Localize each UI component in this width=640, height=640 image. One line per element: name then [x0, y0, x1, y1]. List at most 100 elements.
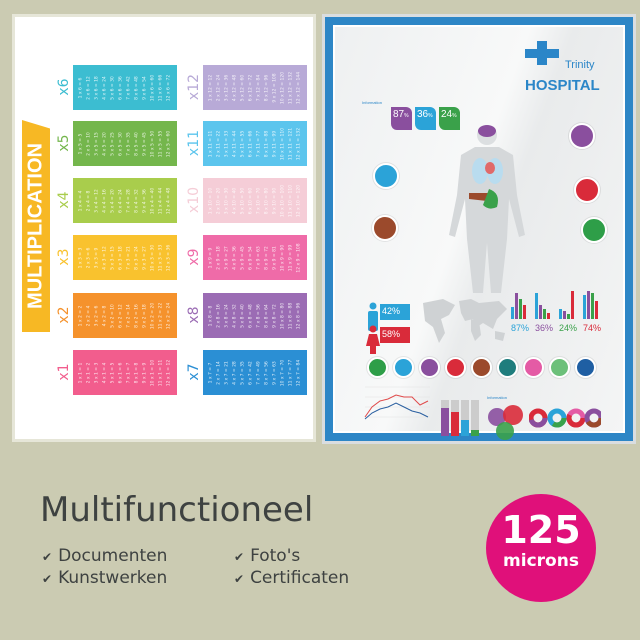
stat-box: 36% — [415, 107, 436, 130]
table-line: 9 x 7 = 63 — [271, 360, 277, 385]
table-line: 12 x 2 = 24 — [165, 302, 171, 329]
table-line: 12 x 1 = 12 — [165, 359, 171, 386]
table-line: 11 x 1 = 11 — [157, 359, 163, 386]
table-line: 2 x 9 = 18 — [215, 245, 221, 270]
table-line: 7 x 12 = 84 — [255, 74, 261, 101]
table-line: 9 x 9 = 81 — [271, 245, 277, 270]
table-line: 5 x 12 = 60 — [239, 74, 245, 101]
table-line: 9 x 3 = 27 — [141, 245, 147, 270]
badge-unit: microns — [503, 551, 579, 571]
table-line: 6 x 1 = 6 — [117, 362, 123, 383]
heart-icon — [523, 357, 544, 378]
table-line: 2 x 12 = 24 — [215, 74, 221, 101]
table-line: 9 x 11 = 99 — [271, 130, 277, 157]
table-line: 12 x 4 = 48 — [165, 187, 171, 214]
world-map — [423, 299, 507, 343]
table-line: 5 x 1 = 5 — [109, 362, 115, 383]
table-line: 11 x 11 = 121 — [287, 127, 293, 160]
table-line: 3 x 8 = 24 — [223, 303, 229, 328]
table-line: 11 x 9 = 99 — [287, 244, 293, 271]
table-line: 7 x 6 = 42 — [125, 75, 131, 100]
table-line: 6 x 4 = 24 — [117, 188, 123, 213]
bar-group: 36% — [535, 289, 555, 333]
table-line: 5 x 2 = 10 — [109, 303, 115, 328]
bar-percentage: 87% — [511, 323, 530, 333]
table-line: 11 x 8 = 88 — [287, 302, 293, 329]
bar — [511, 307, 514, 319]
table-line: 3 x 4 = 12 — [93, 188, 99, 213]
lungs-icon — [393, 357, 414, 378]
table-line: 3 x 9 = 27 — [223, 245, 229, 270]
bar-percentage: 74% — [583, 323, 602, 333]
table-line: 1 x 5 = 5 — [77, 133, 83, 154]
table-line: 4 x 10 = 40 — [231, 187, 237, 214]
female-percentage: 58% — [380, 327, 410, 343]
table-line: 4 x 11 = 44 — [231, 130, 237, 157]
table-line: 5 x 4 = 20 — [109, 188, 115, 213]
table-line: 2 x 6 = 12 — [85, 75, 91, 100]
bar — [535, 293, 538, 319]
table-line: 10 x 9 = 90 — [279, 244, 285, 271]
table-label: x3 — [56, 248, 72, 266]
table-line: 6 x 7 = 42 — [247, 360, 253, 385]
stomach-icon — [367, 357, 388, 378]
table-line: 8 x 5 = 40 — [133, 131, 139, 156]
brand-main: HOSPITAL — [525, 77, 600, 94]
heart-organ-icon — [445, 357, 466, 378]
stat-value: 36 — [417, 109, 429, 120]
table-line: 3 x 7 = 21 — [223, 360, 229, 385]
table-label: x9 — [186, 248, 202, 266]
table-line: 1 x 6 = 6 — [77, 77, 83, 98]
table-line: 2 x 8 = 16 — [215, 303, 221, 328]
table-line: 6 x 10 = 60 — [247, 187, 253, 214]
bar — [547, 313, 550, 319]
times-table-x10: 1 x 10 = 10 2 x 10 = 20 3 x 10 = 30 4 x 10 … — [203, 178, 307, 223]
stat-value: 87 — [393, 109, 405, 120]
bar-percentage: 36% — [535, 323, 554, 333]
male-percentage: 42% — [380, 304, 410, 320]
table-line: 7 x 11 = 77 — [255, 130, 261, 157]
bar — [539, 305, 542, 319]
product-title: Multifunctioneel — [40, 490, 314, 530]
table-line: 10 x 8 = 80 — [279, 302, 285, 329]
table-line: 4 x 5 = 20 — [101, 131, 107, 156]
table-line: 4 x 9 = 36 — [231, 245, 237, 270]
table-line: 12 x 10 = 120 — [295, 184, 301, 217]
table-line: 6 x 6 = 36 — [117, 75, 123, 100]
info-heading: Information — [362, 100, 383, 105]
table-line: 2 x 7 = 14 — [215, 360, 221, 385]
stomach-icon — [581, 217, 607, 243]
table-line: 5 x 10 = 50 — [239, 187, 245, 214]
bar — [587, 291, 590, 319]
bar-group: 74% — [583, 289, 603, 333]
table-label: x5 — [56, 134, 72, 152]
female-icon — [366, 325, 380, 354]
table-line: 1 x 12 = 12 — [207, 74, 213, 101]
table-line: 10 x 12 = 120 — [279, 71, 285, 104]
brand-top: Trinity — [565, 59, 595, 71]
table-line: 2 x 1 = 2 — [85, 362, 91, 383]
table-label: x10 — [186, 186, 202, 214]
hospital-poster-frame: Trinity HOSPITAL Information 87% 36% 24% 4… — [322, 14, 636, 444]
heart-organ-icon — [574, 177, 600, 203]
medical-cross-icon — [525, 41, 559, 65]
table-line: 8 x 6 = 48 — [133, 75, 139, 100]
table-line: 9 x 2 = 18 — [141, 303, 147, 328]
table-line: 9 x 6 = 54 — [141, 75, 147, 100]
bar — [567, 314, 570, 319]
bar-percentage: 24% — [559, 323, 578, 333]
bar — [591, 293, 594, 319]
check-icon: ✔ — [234, 550, 245, 564]
table-line: 8 x 1 = 8 — [133, 362, 139, 383]
table-line: 6 x 9 = 54 — [247, 245, 253, 270]
table-line: 8 x 9 = 72 — [263, 245, 269, 270]
table-line: 9 x 12 = 108 — [271, 72, 277, 103]
table-line: 2 x 4 = 8 — [85, 190, 91, 211]
thickness-badge: 125 microns — [486, 494, 596, 602]
table-line: 6 x 3 = 18 — [117, 245, 123, 270]
table-line: 4 x 4 = 16 — [101, 188, 107, 213]
table-line: 12 x 11 = 132 — [295, 127, 301, 160]
